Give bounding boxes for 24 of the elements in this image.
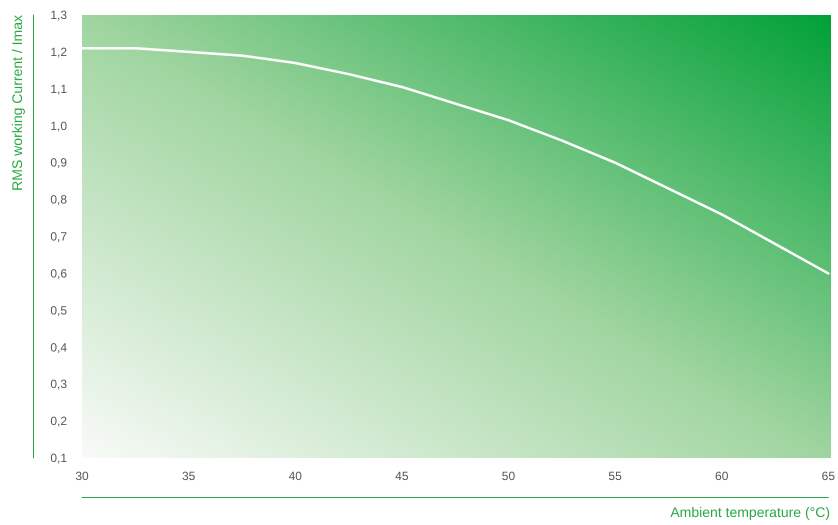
y-tick-label: 0,9 — [50, 156, 68, 170]
y-tick-label: 1,1 — [50, 82, 68, 96]
y-tick-label: 0,3 — [50, 377, 68, 392]
y-tick-label: 0,4 — [50, 340, 68, 354]
y-tick-label: 0,2 — [50, 414, 68, 428]
x-tick-label: 65 — [822, 469, 836, 483]
x-tick-label: 35 — [182, 469, 196, 483]
y-tick-label: 0,6 — [50, 266, 68, 280]
x-tick-label: 45 — [395, 469, 409, 483]
x-tick-label: 50 — [502, 469, 516, 483]
y-tick-label: 0,8 — [50, 192, 68, 207]
y-tick-label: 1,2 — [50, 44, 68, 59]
line-series — [80, 46, 830, 275]
x-tick-label: 40 — [288, 469, 302, 483]
y-tick-label: 0,7 — [50, 230, 68, 244]
y-tick-label: 0,5 — [50, 303, 68, 318]
y-tick-label: 0,1 — [50, 451, 68, 465]
y-tick-label: 1,3 — [50, 8, 68, 22]
y-axis-title: RMS working Current / Imax — [9, 14, 25, 191]
x-tick-label: 60 — [715, 469, 729, 483]
x-tick-label: 55 — [608, 469, 622, 483]
y-tick-label: 1,0 — [50, 118, 68, 133]
x-tick-label: 30 — [75, 469, 89, 483]
x-axis-title: Ambient temperature (°C) — [670, 504, 830, 520]
